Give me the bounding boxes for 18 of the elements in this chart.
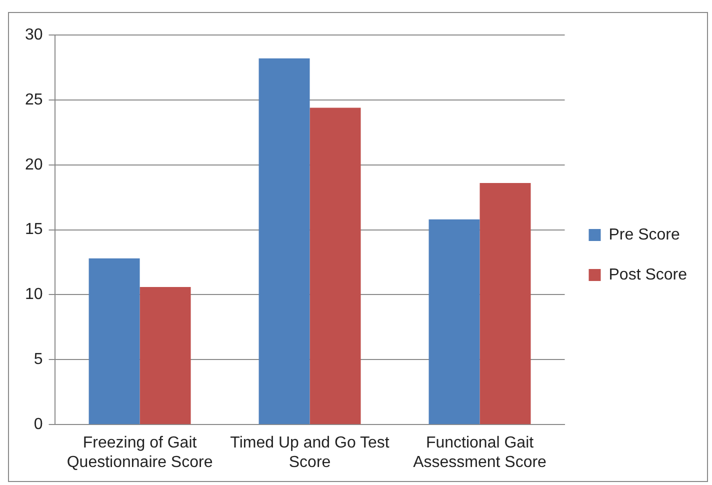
y-tick-label: 5 [34,351,43,368]
y-tick-label: 25 [25,91,43,108]
bar [310,108,361,424]
y-tick-label: 20 [25,156,43,174]
bar [480,183,531,424]
x-tick-label: Functional Gait Assessment Score [413,434,547,471]
bar [140,286,191,424]
bar [258,58,310,424]
y-tick-label: 30 [25,26,43,44]
legend-label: Post Score [608,266,688,284]
x-tick-label: Freezing of Gait Questionnaire Score [66,434,213,471]
y-tick-label: 15 [25,221,43,238]
y-tick-label: 0 [34,416,43,434]
bar [428,219,480,424]
x-tick-label: Timed Up and Go Test Score [230,434,390,471]
bar [88,258,140,424]
y-tick-label: 10 [25,286,43,304]
legend-label: Pre Score [608,226,680,244]
